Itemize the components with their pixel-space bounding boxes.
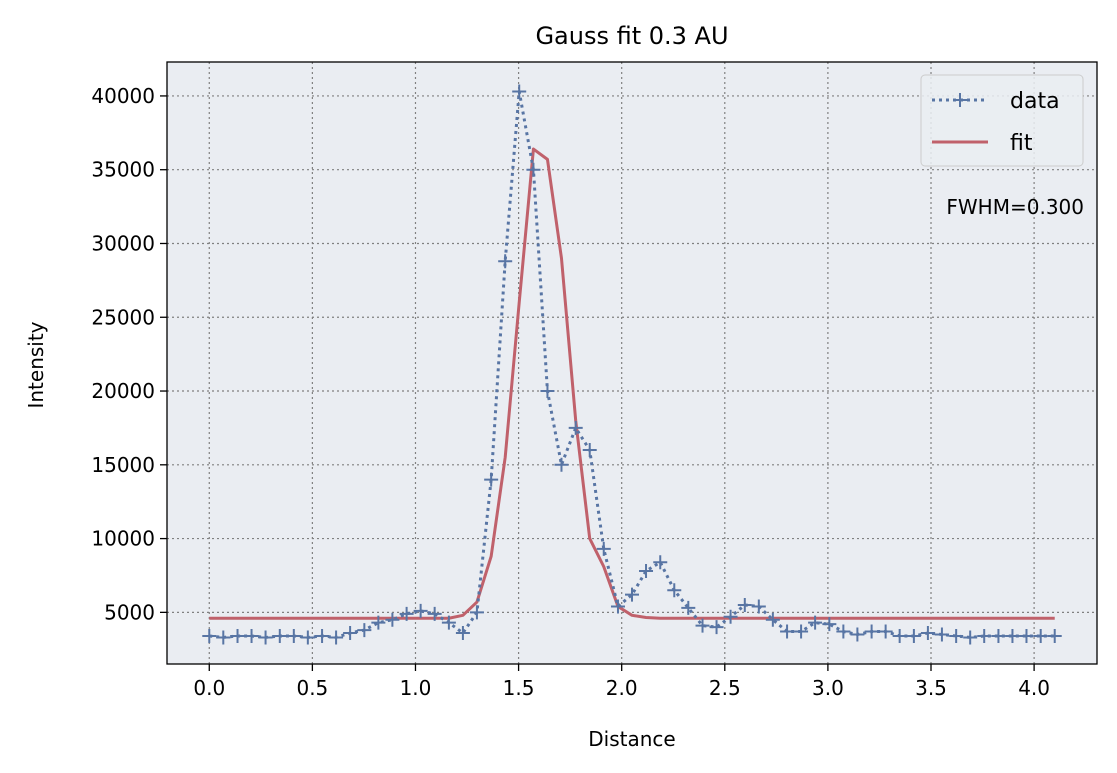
data-point — [906, 628, 921, 643]
data-point — [427, 606, 442, 621]
series-fit-line — [209, 147, 1055, 620]
legend-data-label: data — [1010, 89, 1060, 114]
data-point — [709, 620, 724, 635]
data-point — [737, 597, 752, 612]
data-point — [216, 630, 231, 645]
x-tick-label: 2.0 — [606, 676, 638, 700]
y-axis-label: Intensity — [24, 321, 48, 408]
data-point — [639, 564, 654, 579]
data-point — [977, 628, 992, 643]
y-tick-label: 30000 — [91, 231, 155, 255]
series-layer — [202, 84, 1062, 645]
data-point — [343, 626, 358, 641]
x-tick-label: 0.0 — [193, 676, 225, 700]
data-point — [1019, 628, 1034, 643]
data-point — [554, 457, 569, 472]
data-point — [315, 628, 330, 643]
x-tick-label: 3.5 — [915, 676, 947, 700]
data-point — [568, 420, 583, 435]
data-point — [751, 599, 766, 614]
data-point — [808, 615, 823, 630]
data-point — [1005, 628, 1020, 643]
data-point — [934, 627, 949, 642]
data-point — [526, 162, 541, 177]
x-axis-label: Distance — [588, 727, 675, 751]
data-point — [878, 624, 893, 639]
y-tick-label: 20000 — [91, 379, 155, 403]
y-tick-label: 15000 — [91, 453, 155, 477]
data-point — [625, 587, 639, 602]
y-tick-label: 35000 — [91, 158, 155, 182]
data-point — [822, 617, 837, 632]
data-point — [202, 628, 217, 643]
data-point — [864, 624, 879, 639]
data-point — [765, 612, 780, 627]
data-point — [300, 630, 315, 645]
y-tick-label: 40000 — [91, 84, 155, 108]
legend: data fit — [920, 74, 1084, 167]
data-point — [780, 624, 795, 639]
data-point — [272, 628, 287, 643]
data-point — [498, 254, 513, 269]
data-point — [794, 624, 809, 639]
data-point — [441, 615, 456, 630]
data-point — [582, 443, 597, 458]
data-point — [413, 603, 428, 618]
data-point — [836, 624, 851, 639]
data-point — [258, 630, 273, 645]
x-tick-label: 0.5 — [296, 676, 328, 700]
data-point — [653, 555, 668, 570]
x-tick-label: 3.0 — [812, 676, 844, 700]
legend-fit-label: fit — [1010, 131, 1033, 156]
data-point — [385, 612, 400, 627]
ticks: 0.0 0.5 1.0 1.5 2.0 2.5 3.0 3.5 4.0 5000 10000 1500… — [91, 84, 1050, 700]
data-point — [610, 599, 625, 614]
fwhm-annotation: FWHM=0.300 — [946, 195, 1084, 219]
y-tick-label: 10000 — [91, 527, 155, 551]
data-point — [596, 541, 611, 556]
data-point — [991, 628, 1006, 643]
data-point — [399, 606, 414, 621]
data-point — [850, 627, 865, 642]
data-point — [681, 600, 696, 615]
data-point — [723, 609, 738, 624]
data-point — [695, 618, 710, 633]
data-point — [1047, 628, 1062, 643]
data-point — [371, 615, 386, 630]
plot-frame — [166, 61, 1098, 665]
data-point — [286, 628, 301, 643]
data-point — [329, 630, 344, 645]
x-tick-label: 2.5 — [709, 676, 741, 700]
data-point — [230, 628, 245, 643]
data-point — [455, 626, 470, 641]
chart-title: Gauss fit 0.3 AU — [535, 22, 728, 50]
data-point — [963, 630, 978, 645]
y-tick-label: 25000 — [91, 305, 155, 329]
x-tick-label: 1.5 — [503, 676, 535, 700]
data-point — [920, 626, 935, 641]
y-tick-label: 5000 — [104, 600, 155, 624]
x-tick-label: 1.0 — [400, 676, 432, 700]
data-point — [1033, 628, 1048, 643]
x-tick-label: 4.0 — [1018, 676, 1050, 700]
data-point — [892, 628, 907, 643]
data-point — [667, 583, 682, 598]
data-point — [949, 628, 964, 643]
data-point — [469, 605, 484, 620]
data-point — [357, 623, 372, 638]
data-point — [484, 472, 499, 487]
data-point — [512, 84, 527, 99]
data-point — [244, 628, 259, 643]
data-point — [540, 384, 555, 399]
legend-data-marker — [953, 93, 967, 107]
